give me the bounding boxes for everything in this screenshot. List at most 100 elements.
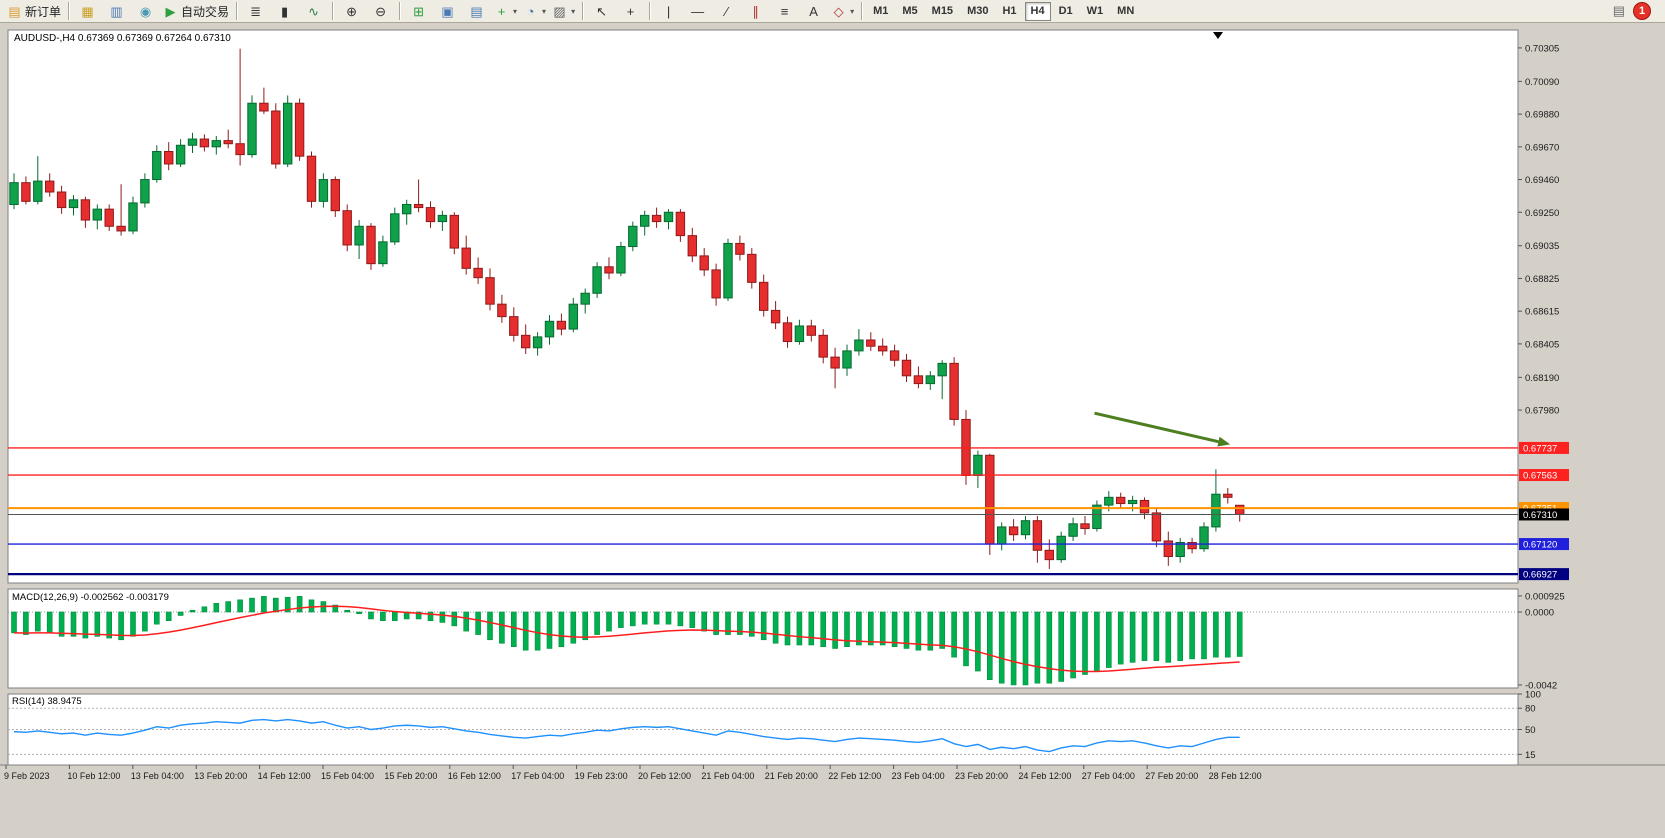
zoom-out-button[interactable]: ⊖ bbox=[366, 0, 395, 22]
candle-body bbox=[842, 350, 852, 369]
macd-histogram-bar bbox=[915, 611, 922, 651]
macd-histogram-bar bbox=[534, 611, 541, 651]
crosshair-button[interactable]: + bbox=[616, 0, 645, 22]
macd-histogram-bar bbox=[879, 611, 886, 646]
timeframe-m30-button[interactable]: M30 bbox=[967, 5, 989, 17]
candle-body bbox=[1092, 504, 1102, 529]
macd-histogram-bar bbox=[1010, 611, 1017, 686]
timeframe-m5-button[interactable]: M5 bbox=[902, 5, 918, 17]
macd-histogram-bar bbox=[427, 611, 434, 621]
candle-body bbox=[592, 266, 602, 294]
candle-body bbox=[651, 214, 662, 223]
notification-badge[interactable]: 1 bbox=[1633, 2, 1651, 20]
arrange-windows-button[interactable]: ▤ bbox=[462, 0, 491, 22]
macd-histogram-bar bbox=[606, 611, 612, 632]
macd-histogram-bar bbox=[70, 611, 77, 637]
macd-histogram-bar bbox=[1117, 611, 1124, 665]
line-chart-button[interactable]: ∿ bbox=[299, 0, 328, 22]
timeframe-h1-button[interactable]: H1 bbox=[1002, 5, 1017, 17]
candle-body bbox=[878, 345, 888, 352]
time-label: 16 Feb 12:00 bbox=[448, 771, 501, 781]
candle-body bbox=[973, 454, 983, 477]
macd-histogram-bar bbox=[1034, 611, 1041, 684]
timeframe-w1-button[interactable]: W1 bbox=[1086, 5, 1104, 17]
cascade-windows-button[interactable]: ▣ bbox=[433, 0, 462, 22]
time-label: 15 Feb 20:00 bbox=[384, 771, 437, 781]
channel-button[interactable]: ∥ bbox=[741, 0, 770, 22]
vertical-line-button[interactable]: | bbox=[654, 0, 683, 22]
zoom-in-button[interactable]: ⊕ bbox=[337, 0, 366, 22]
macd-histogram-bar bbox=[748, 611, 755, 637]
navigator-button[interactable]: ◉ bbox=[131, 0, 160, 22]
autotrading-button[interactable]: ▶ 自动交易 bbox=[160, 0, 232, 22]
candle-body bbox=[735, 242, 745, 255]
chart-shift-marker[interactable] bbox=[1213, 32, 1223, 39]
timeframe-mn-button[interactable]: MN bbox=[1117, 5, 1135, 17]
text-button[interactable]: A bbox=[799, 0, 828, 22]
candle-body bbox=[80, 199, 91, 221]
new-chart-button[interactable]: ▦ bbox=[73, 0, 102, 22]
new-order-button[interactable]: ▤ 新订单 bbox=[4, 0, 64, 22]
macd-histogram-bar bbox=[118, 611, 124, 641]
bar-chart-button[interactable]: ≣ bbox=[241, 0, 270, 22]
timeframe-d1-button[interactable]: D1 bbox=[1058, 5, 1073, 17]
arrows-button[interactable]: ◇ ▾ bbox=[828, 0, 857, 22]
price-line-label-box bbox=[1519, 508, 1569, 521]
trend-arrow-annotation[interactable] bbox=[1094, 411, 1219, 444]
macd-signal-line bbox=[13, 605, 1240, 673]
candle-body bbox=[675, 211, 686, 237]
tile-windows-button[interactable]: ⊞ bbox=[404, 0, 433, 22]
cursor-button[interactable]: ↖ bbox=[587, 0, 616, 22]
price-line-label-box bbox=[1519, 469, 1569, 482]
templates-button[interactable]: ▨ ▾ bbox=[549, 0, 578, 22]
candle-body bbox=[1187, 541, 1197, 550]
candle-body bbox=[663, 211, 674, 223]
macd-indicator-label: MACD(12,26,9) -0.002562 -0.003179 bbox=[12, 592, 169, 603]
candle-body bbox=[449, 214, 460, 249]
horizontal-line-button[interactable]: — bbox=[683, 0, 712, 22]
candle-body bbox=[544, 320, 555, 338]
macd-histogram-bar bbox=[963, 611, 969, 667]
macd-histogram-bar bbox=[177, 611, 184, 616]
candle-body bbox=[497, 303, 507, 318]
toolbar-right-group: ▤ 1 bbox=[1613, 2, 1661, 20]
candle-body bbox=[211, 140, 222, 148]
price-tick-label: 0.70090 bbox=[1525, 77, 1559, 88]
macd-tick-label: 0.0000 bbox=[1525, 608, 1554, 619]
candle-body bbox=[687, 235, 697, 257]
profiles-button[interactable]: ▥ bbox=[102, 0, 131, 22]
rsi-panel[interactable] bbox=[7, 693, 1519, 766]
candle-body bbox=[473, 267, 483, 279]
timeframe-h4-button[interactable]: H4 bbox=[1024, 1, 1051, 21]
candle-body bbox=[770, 309, 781, 324]
profiles-icon: ▥ bbox=[110, 3, 123, 19]
indicators-icon: + bbox=[497, 3, 506, 19]
indicators-button[interactable]: + ▾ bbox=[491, 0, 520, 22]
candle-body bbox=[604, 266, 614, 274]
periods-button[interactable]: ◔ ▾ bbox=[520, 0, 549, 22]
macd-histogram-bar bbox=[641, 611, 648, 625]
timeframe-m1-button[interactable]: M1 bbox=[873, 5, 889, 17]
macd-histogram-bar bbox=[951, 611, 957, 658]
macd-histogram-bar bbox=[594, 611, 600, 635]
macd-histogram-bar bbox=[510, 611, 517, 648]
macd-histogram-bar bbox=[11, 611, 17, 634]
macd-histogram-bar bbox=[356, 611, 362, 615]
macd-histogram-bar bbox=[154, 611, 160, 625]
trendline-button[interactable]: ∕ bbox=[712, 0, 741, 22]
candle-body bbox=[854, 339, 864, 352]
macd-histogram-bar bbox=[856, 611, 862, 646]
cursor-icon: ↖ bbox=[596, 3, 608, 19]
macd-histogram-bar bbox=[772, 611, 779, 644]
macd-histogram-bar bbox=[344, 609, 351, 613]
autotrading-icon: ▶ bbox=[165, 3, 176, 19]
macd-histogram-bar bbox=[463, 611, 470, 632]
candle-body bbox=[806, 325, 816, 336]
print-icon[interactable]: ▤ bbox=[1612, 3, 1625, 18]
candlestick-chart-button[interactable]: ▮ bbox=[270, 0, 299, 22]
time-label: 22 Feb 12:00 bbox=[828, 771, 881, 781]
timeframe-m15-button[interactable]: M15 bbox=[931, 5, 954, 17]
fibonacci-button[interactable]: ≡ bbox=[770, 0, 799, 22]
macd-histogram-bar bbox=[677, 611, 684, 627]
time-label: 19 Feb 23:00 bbox=[575, 771, 628, 781]
